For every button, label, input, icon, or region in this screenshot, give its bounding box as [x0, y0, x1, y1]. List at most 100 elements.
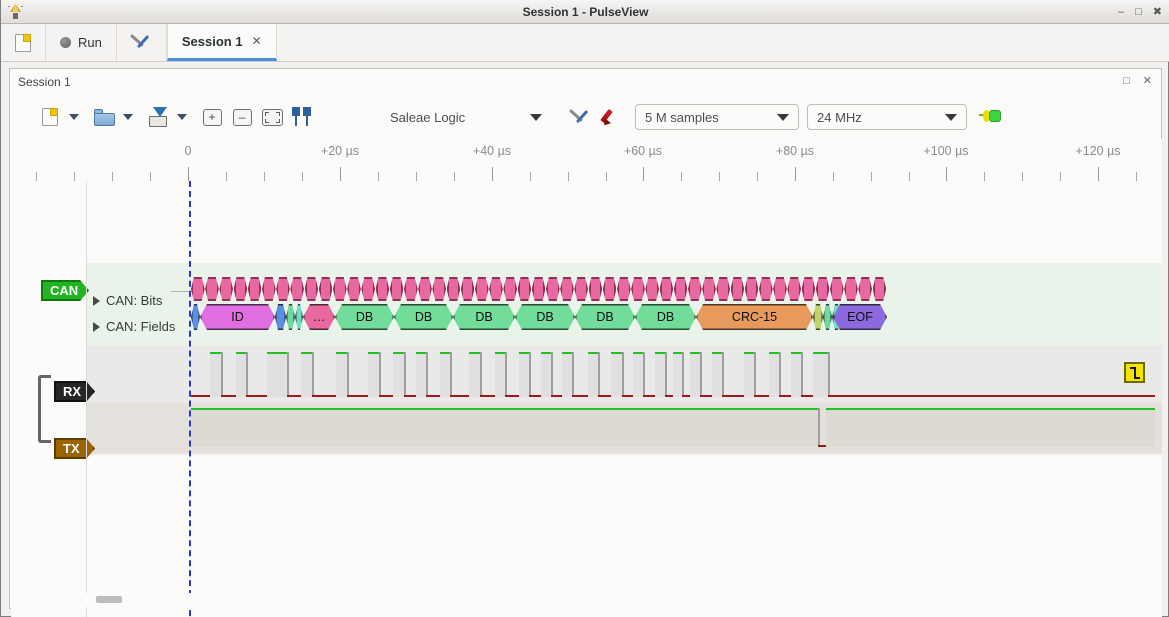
can-bit-annotation[interactable] [745, 277, 759, 301]
can-bit-annotation[interactable] [560, 277, 574, 301]
probe-button[interactable] [595, 102, 625, 132]
can-bit-annotation[interactable] [248, 277, 262, 301]
trace-view[interactable]: CAN CAN: Bits CAN: Fields RX TX ID … DB DB D… [11, 181, 1162, 617]
can-bit-annotation[interactable] [660, 277, 674, 301]
save-file-dropdown[interactable] [173, 102, 191, 132]
can-bit-annotation[interactable] [205, 277, 219, 301]
sample-rate-selector[interactable]: 24 MHz [807, 104, 967, 130]
device-selector[interactable]: Saleae Logic [381, 104, 551, 130]
can-bit-annotation[interactable] [390, 277, 404, 301]
can-field-segment[interactable] [191, 304, 200, 330]
can-bit-annotation[interactable] [546, 277, 560, 301]
can-bit-annotation[interactable] [802, 277, 816, 301]
falling-edge-trigger-icon[interactable] [1124, 362, 1145, 383]
can-bit-annotation[interactable] [816, 277, 830, 301]
close-button[interactable]: ✖ [1152, 5, 1162, 18]
can-bit-annotation[interactable] [830, 277, 844, 301]
can-bit-annotation[interactable] [617, 277, 631, 301]
can-bit-annotation[interactable] [447, 277, 461, 301]
can-bit-annotation[interactable] [404, 277, 418, 301]
can-bit-annotation[interactable] [773, 277, 787, 301]
can-bit-annotation[interactable] [234, 277, 248, 301]
can-bit-annotation[interactable] [858, 277, 872, 301]
decode-row-bits[interactable]: CAN: Bits [93, 293, 162, 308]
open-file-dropdown[interactable] [119, 102, 137, 132]
save-file-button[interactable] [143, 102, 173, 132]
can-bit-annotation[interactable] [305, 277, 319, 301]
channel-badge-tx[interactable]: TX [54, 438, 95, 459]
can-bit-annotation[interactable] [489, 277, 503, 301]
new-file-button[interactable] [35, 102, 65, 132]
can-field-db[interactable]: DB [453, 304, 515, 330]
new-file-dropdown[interactable] [65, 102, 83, 132]
can-bit-annotation[interactable] [532, 277, 546, 301]
can-bit-annotation[interactable] [589, 277, 603, 301]
can-field-db[interactable]: DB [635, 304, 696, 330]
can-field-db[interactable]: DB [335, 304, 394, 330]
can-bit-annotation[interactable] [631, 277, 645, 301]
can-bit-annotation[interactable] [432, 277, 446, 301]
decoder-stack-badge-can[interactable]: CAN [41, 280, 89, 301]
sample-count-selector[interactable]: 5 M samples [635, 104, 799, 130]
can-bit-annotation[interactable] [319, 277, 333, 301]
can-bit-annotation[interactable] [361, 277, 375, 301]
can-field--[interactable]: … [303, 304, 335, 330]
can-field-segment[interactable] [813, 304, 823, 330]
can-field-crc-15[interactable]: CRC-15 [696, 304, 813, 330]
can-bit-annotation[interactable] [191, 277, 205, 301]
new-session-button[interactable] [1, 24, 46, 61]
can-field-segment[interactable] [286, 304, 295, 330]
tools-button[interactable] [117, 24, 167, 61]
can-bit-annotation[interactable] [276, 277, 290, 301]
can-field-eof[interactable]: EOF [833, 304, 887, 330]
can-bit-annotation[interactable] [262, 277, 276, 301]
can-bit-annotation[interactable] [873, 277, 887, 301]
can-field-segment[interactable] [275, 304, 286, 330]
can-bit-annotation[interactable] [518, 277, 532, 301]
can-field-db[interactable]: DB [394, 304, 453, 330]
can-bit-annotation[interactable] [347, 277, 361, 301]
can-bit-annotation[interactable] [219, 277, 233, 301]
zoom-in-button[interactable]: + [197, 102, 227, 132]
time-ruler[interactable]: 0 +20 µs +40 µs +60 µs +80 µs +100 µs +120 µs [11, 139, 1162, 181]
open-file-button[interactable] [89, 102, 119, 132]
can-bit-annotation[interactable] [475, 277, 489, 301]
show-cursors-button[interactable] [287, 102, 317, 132]
can-bit-annotation[interactable] [376, 277, 390, 301]
can-bit-annotation[interactable] [787, 277, 801, 301]
can-bit-annotation[interactable] [461, 277, 475, 301]
tab-close-icon[interactable]: ✕ [251, 34, 262, 48]
can-field-id[interactable]: ID [200, 304, 275, 330]
can-bit-annotation[interactable] [290, 277, 304, 301]
can-field-db[interactable]: DB [575, 304, 635, 330]
can-bit-annotation[interactable] [674, 277, 688, 301]
can-bit-annotation[interactable] [645, 277, 659, 301]
maximize-button[interactable]: □ [1135, 5, 1142, 18]
decode-row-fields[interactable]: CAN: Fields [93, 319, 175, 334]
device-settings-button[interactable] [565, 102, 595, 132]
run-button[interactable]: Run [46, 24, 117, 61]
channel-badge-rx[interactable]: RX [54, 381, 95, 402]
horizontal-scrollbar[interactable] [11, 593, 1162, 607]
minimize-button[interactable]: – [1118, 5, 1125, 18]
can-bit-annotation[interactable] [603, 277, 617, 301]
can-bit-annotation[interactable] [716, 277, 730, 301]
can-bit-annotation[interactable] [731, 277, 745, 301]
tab-session-1[interactable]: Session 1 ✕ [166, 24, 277, 61]
dock-float-button[interactable]: □ [1123, 74, 1130, 87]
can-bit-annotation[interactable] [759, 277, 773, 301]
can-field-segment[interactable] [295, 304, 303, 330]
dock-close-button[interactable]: ✕ [1142, 75, 1152, 87]
can-bit-annotation[interactable] [688, 277, 702, 301]
zoom-out-button[interactable]: – [227, 102, 257, 132]
can-bit-annotation[interactable] [503, 277, 517, 301]
can-bit-annotation[interactable] [574, 277, 588, 301]
horizontal-scrollbar-thumb[interactable] [96, 596, 122, 603]
time-cursor-line[interactable] [189, 181, 191, 617]
can-bit-annotation[interactable] [333, 277, 347, 301]
can-bit-annotation[interactable] [702, 277, 716, 301]
can-field-segment[interactable] [823, 304, 832, 330]
can-bit-annotation[interactable] [844, 277, 858, 301]
zoom-fit-button[interactable] [257, 102, 287, 132]
can-field-db[interactable]: DB [515, 304, 575, 330]
